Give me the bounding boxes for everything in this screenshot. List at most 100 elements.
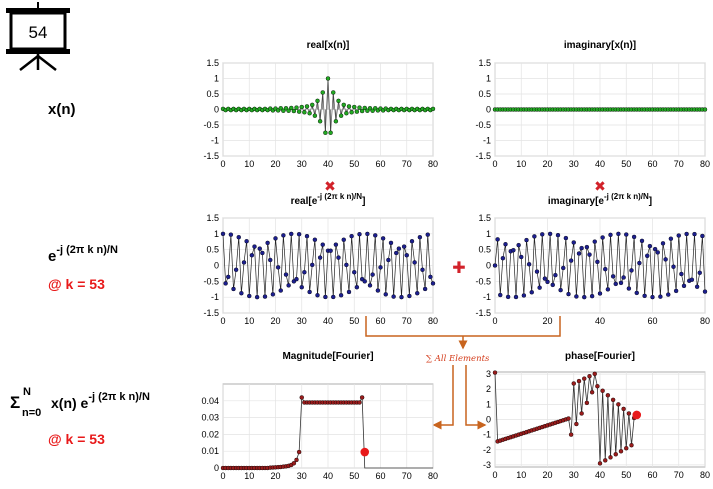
p5-xtick-label: 40 [323,471,333,481]
p4-point [592,239,597,244]
p6-point [629,443,634,448]
p4-point [537,285,542,290]
p3-point [367,283,373,288]
p4-chart: 0 20 40 60 80 -1.5 -1 -0.5 0 0.5 1 1.5 imaginary[e-j… [475,192,710,326]
p4-point [655,250,660,255]
p3-title: real[e-j (2π k n)/N] [291,192,366,207]
p4-xtick-label: 40 [595,316,605,326]
p3-point [328,248,333,253]
p5-ytick-label: 0.03 [201,413,219,423]
p4-point [571,240,576,245]
p1-ytick-label: -1.5 [203,151,219,161]
p4-point [645,253,650,259]
p4-point [700,233,705,239]
p2-ytick-label: -0.5 [475,120,491,130]
p5-xtick-label: 50 [349,471,359,481]
p2-xtick-label: 10 [516,159,526,169]
p6-xtick-label: 20 [542,470,552,480]
p1-point [286,108,291,113]
p4-point [673,288,679,294]
p4-point [608,232,613,238]
p4-ytick-label: 0 [486,261,491,271]
p5-ytick-label: 0 [214,463,219,473]
p4-point [642,293,647,299]
sum-all-elements-note: ∑ All Elements [426,354,490,364]
p1-xtick-label: 30 [297,159,307,169]
p3-point [396,246,402,251]
p4-ytick-label: 1 [486,229,491,239]
presentation-board-icon: 54 [6,2,70,71]
p6-xtick-label: 50 [621,470,631,480]
p3-ytick-label: 1 [214,229,219,239]
p3-point [294,276,299,282]
p1-chart: 0 10 20 30 40 50 60 70 80 -1.5 -1 -0.5 0 0.5 1 1.5 real[… [203,40,438,169]
p6-ytick-label: 0 [486,415,491,425]
p3-point [409,239,415,244]
p3-xtick-label: 70 [402,316,412,326]
p1-point [307,111,312,116]
p3-point [310,262,315,268]
p5-point [294,457,299,463]
p4-point [666,292,671,297]
p6-xtick-label: 10 [516,470,526,480]
p4-point [597,291,603,296]
p1-xtick-label: 20 [270,159,280,169]
p4-point [568,258,574,263]
p1-point [310,102,315,108]
p6-point [621,406,626,412]
p3-point [349,233,354,239]
dft-sum-label: Σ N n=0 x(n) e-j (2π k n)/N [10,386,150,419]
p5-xtick-label: 20 [270,471,280,481]
p3-ytick-label: -1 [211,292,219,302]
p5-ytick-label: 0.01 [201,446,219,456]
p3-point [415,291,420,296]
p1-ytick-label: -1 [211,136,219,146]
p1-xtick-label: 10 [244,159,254,169]
p3-point [317,255,323,260]
p6-point [600,388,605,393]
p6-point [568,432,574,437]
p1-point [357,105,362,110]
p3-point [357,232,362,237]
p3-point [220,231,226,237]
p6-point [595,384,600,389]
p4-point [545,279,550,285]
p4-point [650,294,655,300]
p1-point [312,113,318,118]
p3-point [378,265,383,270]
p6-point [613,452,618,457]
p3-xtick-label: 30 [297,316,307,326]
p6-xtick-label: 60 [647,470,657,480]
p3-point [380,236,386,241]
p1-point [349,110,354,115]
p3-point [226,274,231,280]
xn-label: x(n) [48,101,76,118]
p3-point [315,293,320,298]
p3-xtick-label: 40 [323,316,333,326]
p1-point [296,109,302,114]
p4-xtick-label: 80 [700,316,710,326]
p3-point [252,244,257,249]
p6-point [582,376,587,381]
p6-ytick-label: -2 [483,445,491,455]
p6-point [566,416,571,421]
p4-point [574,294,579,299]
p5-ytick-label: 0.04 [201,396,219,406]
p1-title: real[x(n)] [307,40,350,51]
p5-xtick-label: 70 [402,471,412,481]
p3-xtick-label: 20 [270,316,280,326]
p1-ytick-label: 0 [214,105,219,115]
p2-ytick-label: -1.5 [475,151,491,161]
p4-point [676,233,681,238]
p4-point [505,294,511,300]
p4-point [519,254,524,260]
p4-xtick-label: 20 [542,316,552,326]
p4-ytick-label: 0.5 [478,245,491,255]
p1-point [341,102,346,108]
p1-point [302,110,307,115]
p2-xtick-label: 50 [621,159,631,169]
p3-point [338,293,344,298]
p5-point [299,395,304,400]
p3-ytick-label: -1.5 [203,308,219,318]
